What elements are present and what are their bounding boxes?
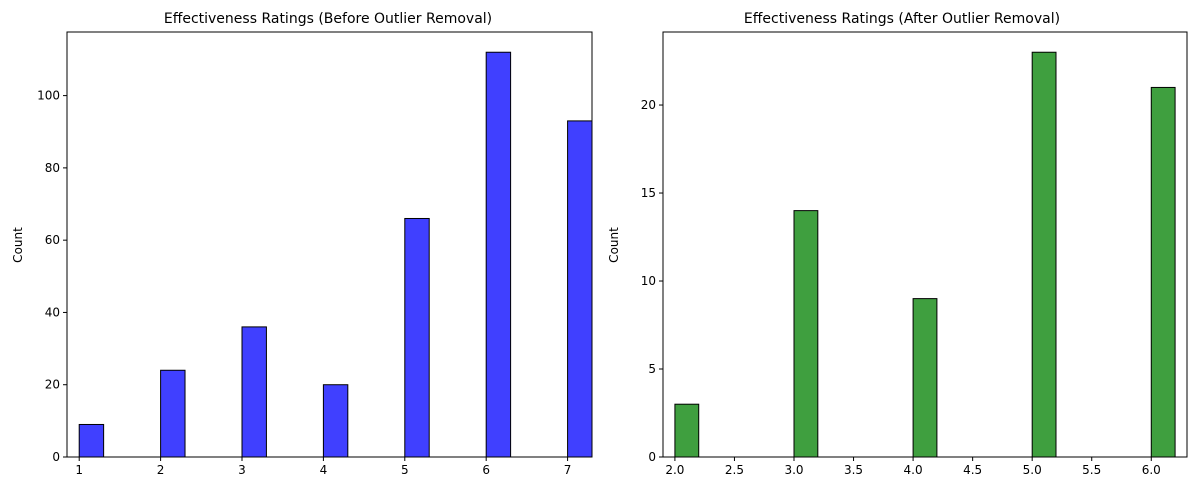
bar [912, 298, 938, 458]
x-tick-label: 4 [320, 463, 328, 477]
y-tick-label: 40 [45, 305, 60, 319]
y-tick-label: 10 [641, 274, 656, 288]
y-tick-label: 5 [648, 362, 656, 376]
x-tick-label: 2.0 [665, 463, 684, 477]
bar [78, 423, 105, 458]
chart-after-outlier-removal: Effectiveness Ratings (After Outlier Rem… [607, 11, 1188, 477]
x-tick-label: 6.0 [1142, 463, 1161, 477]
chart-before-outlier-removal: Effectiveness Ratings (Before Outlier Re… [11, 11, 593, 477]
bar [404, 217, 430, 458]
x-tick-label: 4.0 [904, 463, 923, 477]
y-axis-label: Count [11, 227, 25, 263]
x-tick-label: 3.0 [784, 463, 803, 477]
y-tick-label: 20 [641, 98, 656, 112]
y-tick-label: 20 [45, 378, 60, 392]
axes-frame [66, 31, 593, 458]
y-axis-label: Count [607, 227, 621, 263]
bar [160, 369, 186, 458]
x-tick-label: 2 [157, 463, 165, 477]
y-tick-label: 0 [52, 450, 60, 464]
y-tick-label: 0 [648, 450, 656, 464]
x-tick-label: 5.5 [1082, 463, 1101, 477]
y-tick-label: 80 [45, 161, 60, 175]
bar [485, 51, 512, 458]
x-tick-label: 1 [75, 463, 83, 477]
bar [793, 210, 819, 458]
x-tick-label: 2.5 [725, 463, 744, 477]
x-tick-label: 4.5 [963, 463, 982, 477]
chart-title: Effectiveness Ratings (Before Outlier Re… [164, 11, 492, 27]
x-tick-label: 3 [238, 463, 246, 477]
x-tick-label: 5.0 [1023, 463, 1042, 477]
y-tick-label: 15 [641, 186, 656, 200]
bar [241, 326, 267, 458]
axes-frame [662, 31, 1188, 458]
x-tick-label: 7 [564, 463, 572, 477]
y-tick-label: 60 [45, 233, 60, 247]
bar [1150, 86, 1176, 458]
bar [567, 120, 593, 458]
bar [322, 384, 349, 458]
x-tick-label: 6 [482, 463, 490, 477]
x-tick-label: 5 [401, 463, 409, 477]
chart-title: Effectiveness Ratings (After Outlier Rem… [744, 11, 1060, 27]
x-tick-label: 3.5 [844, 463, 863, 477]
bar [1031, 51, 1057, 458]
y-tick-label: 100 [37, 89, 60, 103]
bar [674, 403, 700, 458]
